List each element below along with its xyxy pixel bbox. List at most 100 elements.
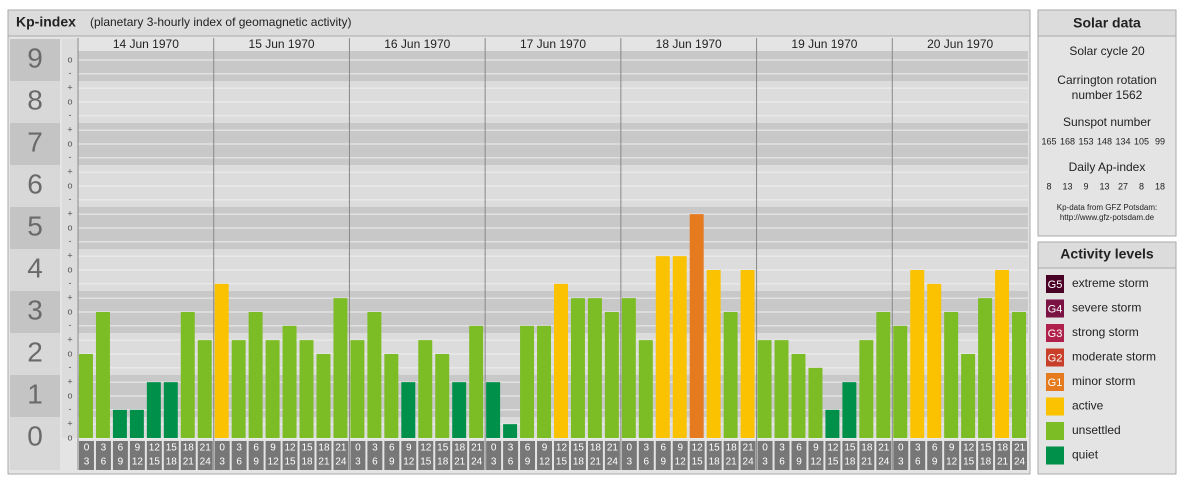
x-tick-label: 18: [183, 443, 195, 454]
x-tick-label: 3: [915, 443, 921, 454]
y-tick-label: 9: [27, 42, 43, 73]
x-tick-label: 3: [84, 457, 90, 468]
bar: [587, 298, 602, 438]
bar: [214, 283, 229, 438]
hour-box: [418, 441, 434, 470]
band: [78, 417, 1028, 438]
x-tick-label: 18: [437, 457, 449, 468]
bar: [367, 312, 382, 438]
bar: [927, 283, 942, 438]
minor-tick-label: o: [67, 390, 72, 400]
y-tick-label: 5: [27, 210, 43, 241]
legend-swatch: [1046, 348, 1064, 367]
minor-tick-label: -: [69, 236, 72, 246]
x-tick-label: 18: [861, 443, 873, 454]
hour-box: [112, 441, 128, 470]
ap-value: 13: [1062, 181, 1072, 191]
x-tick-label: 18: [726, 443, 738, 454]
legend-title-bar: [1037, 241, 1177, 269]
x-tick-label: 24: [1014, 457, 1026, 468]
x-tick-label: 6: [372, 457, 378, 468]
bar: [808, 367, 823, 438]
y-tick-label: 1: [27, 378, 43, 409]
bar: [112, 409, 127, 438]
hour-box: [265, 441, 281, 470]
x-tick-label: 24: [471, 457, 483, 468]
hour-box: [554, 441, 569, 470]
ap-value: 8: [1046, 181, 1051, 191]
bar: [537, 325, 551, 438]
minor-tick-label: -: [69, 194, 72, 204]
hour-box: [723, 441, 739, 470]
x-tick-label: 6: [389, 443, 395, 454]
x-tick-label: 12: [675, 457, 687, 468]
y-label-cell: [10, 333, 60, 375]
x-tick-label: 9: [949, 443, 955, 454]
minor-tick-label: -: [69, 320, 72, 330]
bar: [842, 382, 857, 438]
minor-tick-label: +: [67, 209, 72, 219]
x-tick-label: 15: [963, 457, 975, 468]
minor-tick-label: +: [67, 167, 72, 177]
x-tick-label: 15: [844, 443, 856, 454]
hour-box: [333, 441, 349, 470]
y-tick-label: 6: [27, 168, 43, 199]
x-tick-label: 15: [420, 457, 432, 468]
minor-tick-label: +: [67, 125, 72, 135]
bar: [163, 382, 178, 438]
x-tick-label: 21: [726, 457, 738, 468]
x-tick-label: 15: [692, 457, 704, 468]
day-label: 14 Jun 1970: [113, 37, 179, 51]
hour-box: [316, 441, 332, 470]
x-tick-label: 9: [406, 443, 412, 454]
x-tick-label: 18: [166, 457, 178, 468]
minor-tick-label: +: [67, 419, 72, 429]
legend-label: strong storm: [1072, 325, 1139, 339]
y-tick-label: 4: [27, 252, 43, 283]
x-tick-label: 21: [183, 457, 195, 468]
legend-label: quiet: [1072, 448, 1099, 462]
minor-tick-label: o: [67, 432, 72, 442]
minor-tick-label: -: [69, 404, 72, 414]
x-tick-label: 9: [270, 443, 276, 454]
day-header: [756, 38, 893, 51]
hour-box: [299, 441, 315, 470]
x-tick-label: 0: [627, 443, 633, 454]
x-tick-label: 24: [607, 457, 619, 468]
x-tick-label: 21: [454, 457, 466, 468]
hour-box: [621, 441, 637, 470]
x-tick-label: 18: [301, 457, 313, 468]
bar: [384, 354, 399, 438]
ap-value: 27: [1118, 181, 1128, 191]
x-tick-label: 6: [779, 457, 785, 468]
sunspots-value: 99: [1155, 136, 1165, 146]
x-tick-label: 24: [878, 457, 890, 468]
x-tick-label: 12: [963, 443, 975, 454]
x-tick-label: 21: [590, 457, 602, 468]
minor-tick-label: o: [67, 138, 72, 148]
hour-box: [248, 441, 264, 470]
legend-badge: G1: [1048, 377, 1063, 389]
y-tick-label: 8: [27, 84, 43, 115]
hour-box: [129, 441, 145, 470]
hour-box: [859, 441, 875, 470]
x-tick-label: 18: [454, 443, 466, 454]
x-tick-label: 3: [355, 457, 361, 468]
x-tick-label: 12: [810, 457, 822, 468]
x-tick-label: 3: [898, 457, 904, 468]
day-label: 17 Jun 1970: [520, 37, 586, 51]
hour-box: [401, 441, 417, 470]
hour-box: [825, 441, 841, 470]
solar-cycle: Solar cycle 20: [1069, 44, 1145, 58]
x-tick-label: 3: [372, 443, 378, 454]
hour-box: [367, 441, 383, 470]
x-tick-label: 12: [946, 457, 958, 468]
bar: [655, 256, 670, 438]
minor-tick-label: o: [67, 222, 72, 232]
bar: [435, 354, 450, 438]
x-tick-label: 0: [84, 443, 90, 454]
hour-box: [214, 441, 230, 470]
day-header: [213, 38, 350, 51]
bar: [503, 424, 518, 438]
bar: [282, 325, 297, 438]
